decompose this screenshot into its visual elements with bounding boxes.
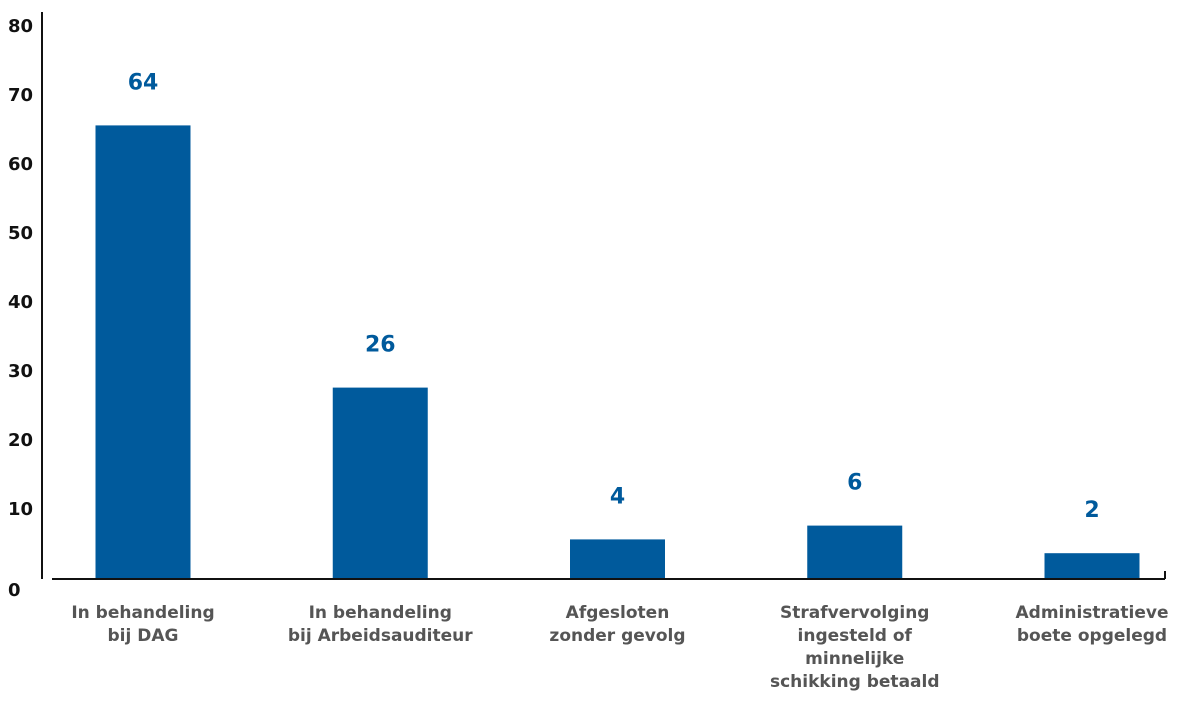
bar <box>95 125 191 580</box>
bars <box>95 125 1140 580</box>
bar-value-label: 26 <box>365 333 396 358</box>
value-labels: 64 26 4 6 2 <box>128 70 1100 523</box>
x-tick-label-line: bij DAG <box>108 626 179 646</box>
x-tick-label-line: zonder gevolg <box>549 626 685 646</box>
x-tick-label-line: minnelijke <box>805 649 904 669</box>
x-tick-label: Afgesloten zonder gevolg <box>549 603 685 646</box>
y-axis-ticks: 0 10 20 30 40 50 60 70 80 <box>8 16 33 601</box>
bar <box>807 525 903 579</box>
bar <box>1044 553 1140 579</box>
x-tick-label-line: bij Arbeidsauditeur <box>288 626 473 646</box>
bar <box>332 387 428 579</box>
y-tick-label: 20 <box>8 430 33 451</box>
bar <box>570 539 665 579</box>
y-tick-label: 0 <box>8 580 21 601</box>
y-tick-label: 50 <box>8 223 33 244</box>
y-tick-label: 70 <box>8 85 33 106</box>
x-tick-label-line: Afgesloten <box>566 603 670 623</box>
x-tick-label-line: In behandeling <box>71 603 214 623</box>
x-tick-label: In behandeling bij DAG <box>71 603 214 646</box>
x-tick-label-line: In behandeling <box>309 603 452 623</box>
bar-value-label: 2 <box>1084 498 1099 523</box>
y-tick-label: 10 <box>8 499 33 520</box>
x-tick-label: In behandeling bij Arbeidsauditeur <box>288 603 473 646</box>
x-tick-label-line: ingesteld of <box>798 626 913 646</box>
y-tick-label: 30 <box>8 361 33 382</box>
x-tick-label: Strafvervolging ingesteld of minnelijke sch… <box>770 603 940 692</box>
x-axis-labels: In behandeling bij DAG In behandeling bij A… <box>71 603 1168 692</box>
bar-value-label: 6 <box>847 471 862 496</box>
y-tick-label: 40 <box>8 292 33 313</box>
x-tick-label-line: boete opgelegd <box>1017 626 1167 646</box>
y-tick-label: 80 <box>8 16 33 37</box>
x-tick-label-line: Administratieve <box>1016 603 1169 623</box>
x-tick-label-line: Strafvervolging <box>780 603 929 623</box>
y-tick-label: 60 <box>8 154 33 175</box>
bar-value-label: 64 <box>128 70 159 95</box>
x-tick-label: Administratieve boete opgelegd <box>1016 603 1169 646</box>
bar-value-label: 4 <box>610 484 625 509</box>
x-tick-label-line: schikking betaald <box>770 672 940 692</box>
